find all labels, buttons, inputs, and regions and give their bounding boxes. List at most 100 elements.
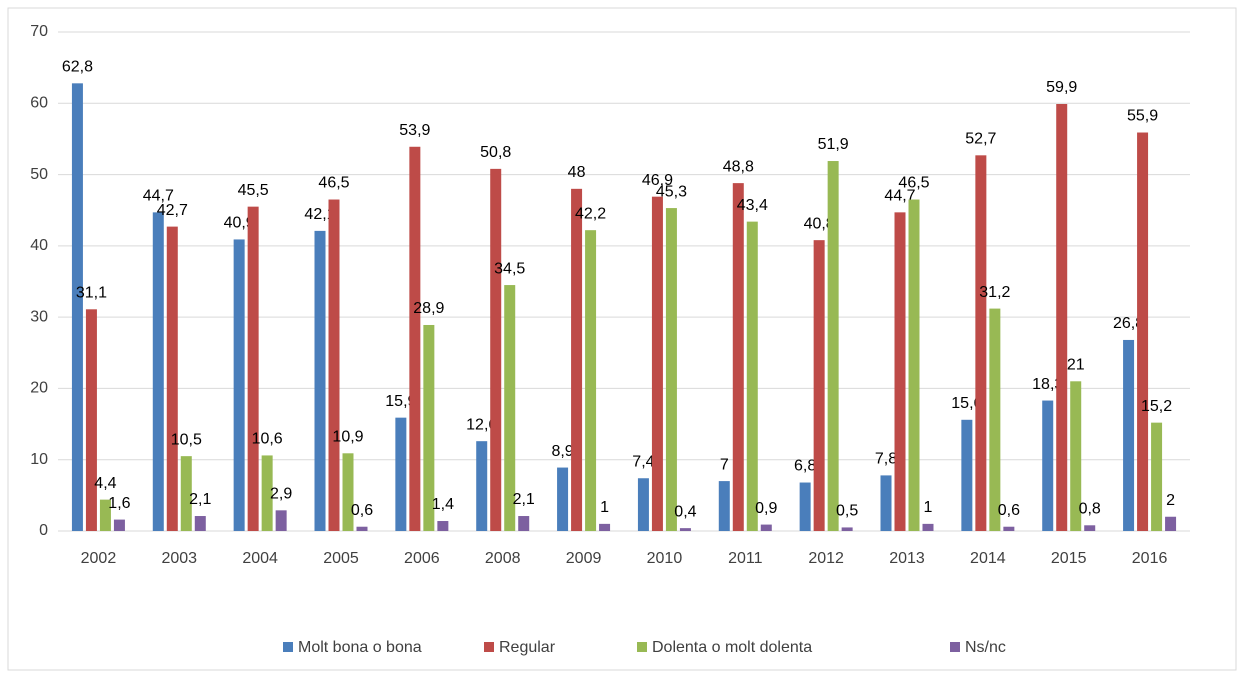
bar <box>1042 400 1054 531</box>
legend-swatch <box>950 642 960 652</box>
data-label: 55,9 <box>1127 108 1158 125</box>
bar <box>328 199 340 531</box>
bar <box>233 239 245 532</box>
legend-label: Ns/nc <box>965 639 1006 656</box>
bar <box>908 199 920 531</box>
bar <box>71 83 83 531</box>
data-label: 45,5 <box>238 182 269 199</box>
y-tick-label: 20 <box>30 380 48 397</box>
bar <box>476 441 488 531</box>
data-label: 59,9 <box>1046 79 1077 96</box>
data-label: 0,8 <box>1079 501 1101 518</box>
data-label: 53,9 <box>399 122 430 139</box>
bar <box>827 161 839 531</box>
data-label: 34,5 <box>494 260 525 277</box>
bar <box>166 226 178 532</box>
x-tick-label: 2010 <box>647 550 683 567</box>
legend-swatch <box>637 642 647 652</box>
x-tick-label: 2013 <box>889 550 925 567</box>
bar <box>504 285 516 531</box>
bar <box>637 478 649 531</box>
data-label: 7,4 <box>632 453 654 470</box>
bar <box>841 527 853 531</box>
x-tick-label: 2002 <box>81 550 117 567</box>
y-tick-label: 0 <box>39 522 48 539</box>
data-label: 2 <box>1166 492 1175 509</box>
x-tick-label: 2008 <box>485 550 521 567</box>
data-label: 51,9 <box>818 136 849 153</box>
bar <box>275 510 287 531</box>
data-label: 0,4 <box>674 503 696 520</box>
bar <box>813 240 825 531</box>
data-label: 48 <box>568 164 586 181</box>
y-tick-label: 30 <box>30 308 48 325</box>
bar <box>342 453 354 531</box>
data-label: 44,7 <box>143 188 174 205</box>
x-tick-label: 2006 <box>404 550 440 567</box>
data-label: 40,8 <box>804 215 835 232</box>
data-label: 48,8 <box>723 158 754 175</box>
x-tick-label: 2015 <box>1051 550 1087 567</box>
legend-label: Regular <box>499 639 556 656</box>
bar <box>975 155 987 531</box>
data-label: 8,9 <box>551 443 573 460</box>
data-label: 42,7 <box>157 202 188 219</box>
data-label: 10,6 <box>252 431 283 448</box>
bar <box>1003 526 1015 531</box>
bar <box>799 482 811 531</box>
data-label: 43,4 <box>737 197 768 214</box>
data-label: 2,9 <box>270 486 292 503</box>
legend-label: Dolenta o molt dolenta <box>652 639 812 656</box>
data-label: 52,7 <box>965 131 996 148</box>
bar <box>152 212 164 532</box>
x-tick-label: 2016 <box>1132 550 1168 567</box>
data-label: 6,8 <box>794 458 816 475</box>
bar <box>1070 381 1082 531</box>
bar <box>894 212 906 532</box>
legend-swatch <box>484 642 494 652</box>
bar <box>732 183 744 531</box>
bar <box>651 196 663 532</box>
y-tick-label: 10 <box>30 451 48 468</box>
bar <box>1165 516 1177 531</box>
bar <box>880 475 892 531</box>
y-tick-label: 50 <box>30 166 48 183</box>
bar <box>247 206 259 531</box>
data-label: 10,9 <box>332 429 363 446</box>
data-label: 12,6 <box>466 416 497 433</box>
data-label: 0,9 <box>755 500 777 517</box>
bar <box>922 523 934 531</box>
data-label: 62,8 <box>62 59 93 76</box>
bar <box>718 481 730 531</box>
bar <box>557 467 569 531</box>
bar <box>395 417 407 531</box>
bar <box>409 146 421 531</box>
bar <box>180 456 192 531</box>
chart-border <box>7 7 1237 671</box>
x-tick-label: 2003 <box>161 550 197 567</box>
y-tick-label: 40 <box>30 237 48 254</box>
bar <box>746 221 758 531</box>
bar <box>1151 422 1163 531</box>
data-label: 0,6 <box>998 502 1020 519</box>
bar <box>518 516 530 531</box>
bar <box>85 309 97 531</box>
bar <box>423 324 435 531</box>
data-label: 28,9 <box>413 300 444 317</box>
bar <box>261 455 273 531</box>
data-label: 7,8 <box>875 451 897 468</box>
bar <box>314 230 326 531</box>
y-tick-label: 60 <box>30 95 48 112</box>
bar <box>490 168 502 531</box>
data-label: 26,8 <box>1113 315 1144 332</box>
bar <box>585 230 597 531</box>
bar <box>437 521 449 531</box>
data-label: 45,3 <box>656 183 687 200</box>
bar <box>665 208 677 531</box>
x-tick-label: 2014 <box>970 550 1006 567</box>
bar <box>760 524 772 531</box>
data-label: 1 <box>924 499 933 516</box>
data-label: 46,9 <box>642 172 673 189</box>
data-label: 0,5 <box>836 503 858 520</box>
